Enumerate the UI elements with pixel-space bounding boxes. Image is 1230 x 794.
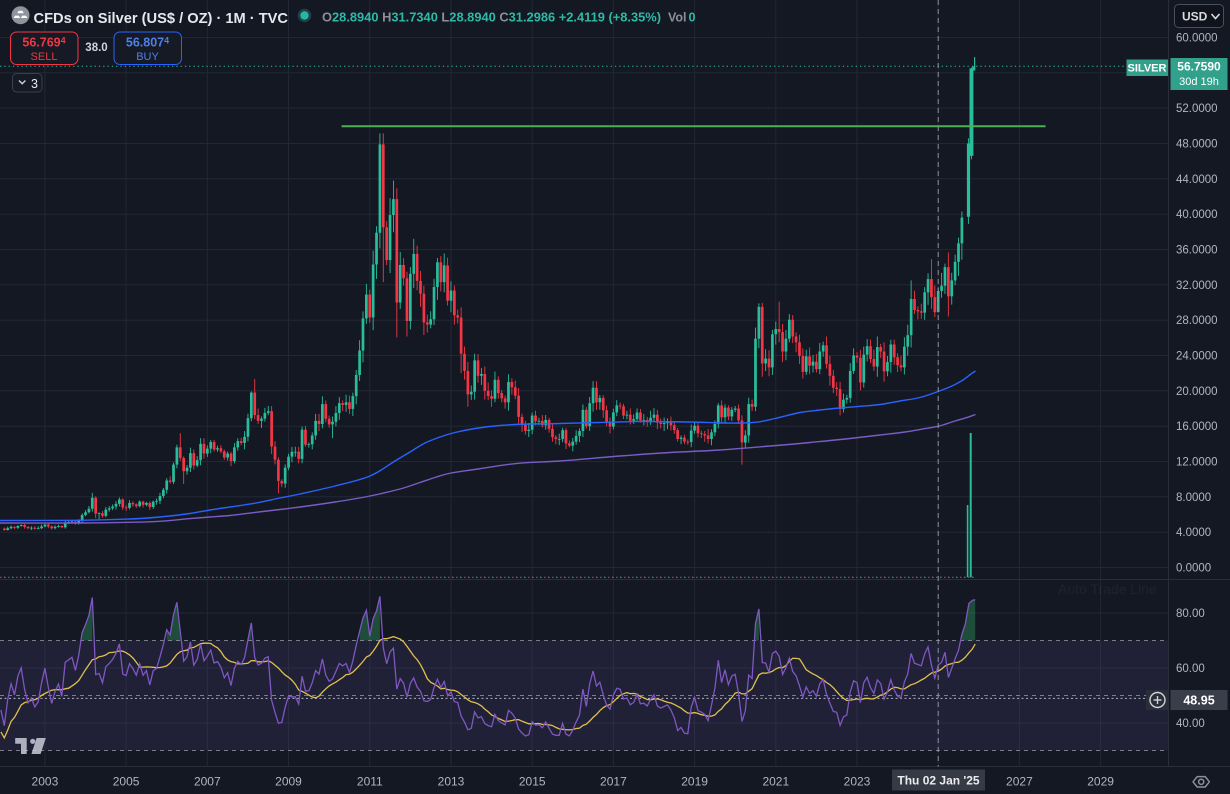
svg-text:BUY: BUY (136, 51, 159, 63)
svg-text:38.0: 38.0 (85, 42, 107, 54)
svg-text:4.0000: 4.0000 (1176, 527, 1211, 539)
svg-text:2027: 2027 (1006, 775, 1033, 789)
svg-text:48.95: 48.95 (1183, 694, 1214, 708)
svg-text:28.0000: 28.0000 (1176, 315, 1218, 327)
svg-text:0.0000: 0.0000 (1176, 563, 1211, 575)
svg-text:2003: 2003 (32, 775, 59, 789)
svg-text:40.0000: 40.0000 (1176, 209, 1218, 221)
svg-text:SILVER: SILVER (1128, 63, 1167, 75)
svg-text:2007: 2007 (194, 775, 221, 789)
svg-text:56.7590: 56.7590 (1177, 60, 1221, 74)
svg-text:16.0000: 16.0000 (1176, 421, 1218, 433)
svg-text:44.0000: 44.0000 (1176, 174, 1218, 186)
svg-text:2013: 2013 (438, 775, 465, 789)
svg-text:24.0000: 24.0000 (1176, 351, 1218, 363)
svg-text:32.0000: 32.0000 (1176, 280, 1218, 292)
svg-text:80.00: 80.00 (1176, 608, 1205, 620)
svg-text:36.0000: 36.0000 (1176, 245, 1218, 257)
svg-text:2023: 2023 (844, 775, 871, 789)
svg-text:2029: 2029 (1087, 775, 1114, 789)
svg-text:2015: 2015 (519, 775, 546, 789)
svg-text:60.00: 60.00 (1176, 663, 1205, 675)
svg-text:60.0000: 60.0000 (1176, 33, 1218, 45)
svg-text:20.0000: 20.0000 (1176, 386, 1218, 398)
svg-text:12.0000: 12.0000 (1176, 457, 1218, 469)
svg-text:O28.8940 H31.7340 L28.8940 C31: O28.8940 H31.7340 L28.8940 C31.2986 +2.4… (322, 11, 661, 25)
svg-text:Thu 02 Jan '25: Thu 02 Jan '25 (897, 774, 980, 788)
svg-text:USD: USD (1182, 10, 1208, 24)
svg-text:52.0000: 52.0000 (1176, 103, 1218, 115)
svg-text:40.00: 40.00 (1176, 718, 1205, 730)
svg-text:2009: 2009 (275, 775, 302, 789)
svg-text:2019: 2019 (681, 775, 708, 789)
svg-text:2017: 2017 (600, 775, 627, 789)
svg-text:30d 19h: 30d 19h (1179, 76, 1219, 88)
svg-text:56.7694: 56.7694 (22, 36, 65, 50)
svg-text:2011: 2011 (357, 775, 383, 789)
svg-text:2005: 2005 (113, 775, 140, 789)
svg-text:56.8074: 56.8074 (126, 36, 169, 50)
svg-text:48.0000: 48.0000 (1176, 139, 1218, 151)
svg-text:SELL: SELL (31, 51, 58, 63)
svg-text:Auto Trade Line: Auto Trade Line (1058, 581, 1157, 597)
svg-text:8.0000: 8.0000 (1176, 492, 1211, 504)
svg-text:2021: 2021 (762, 775, 789, 789)
svg-text:CFDs on Silver (US$ / OZ) · 1M: CFDs on Silver (US$ / OZ) · 1M · TVC (34, 10, 289, 27)
svg-text:3: 3 (31, 77, 38, 91)
